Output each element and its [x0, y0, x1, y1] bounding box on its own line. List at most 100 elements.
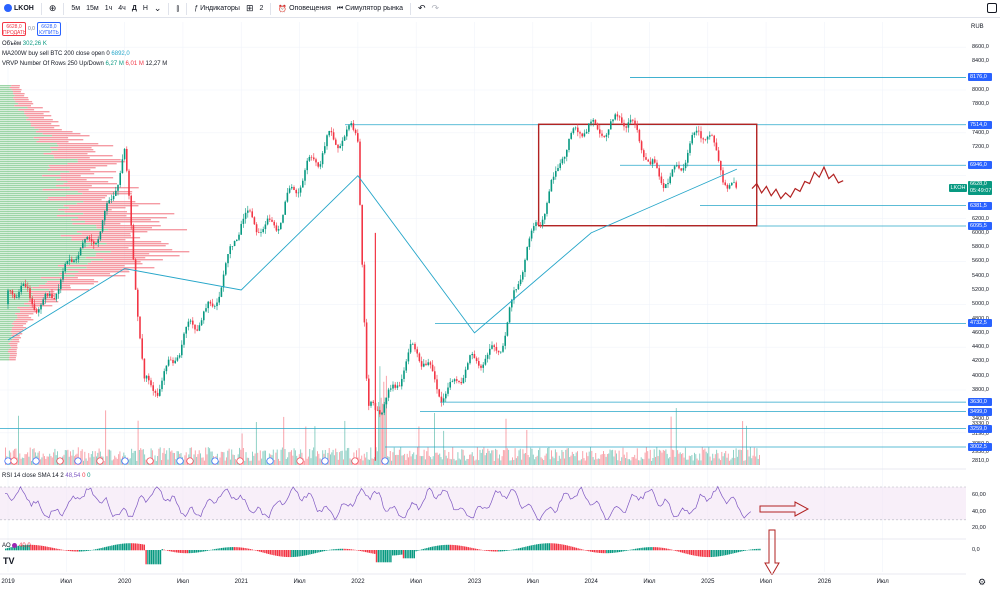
- volume-bar: [404, 453, 406, 465]
- volume-bar: [566, 448, 568, 465]
- vrvp-bar-down: [43, 153, 88, 155]
- buy-button[interactable]: 6628,0 КУПИТЬ: [36, 22, 61, 36]
- ao-bar: [748, 549, 750, 551]
- ma-legend[interactable]: MA200W buy sell BTC 200 close open 0 689…: [2, 49, 167, 59]
- volume-bar: [402, 455, 404, 465]
- time-tick: 2020: [117, 579, 132, 585]
- chevron-down-icon[interactable]: ⌄: [153, 3, 162, 13]
- volume-bar: [469, 454, 471, 465]
- ao-bar: [586, 550, 588, 551]
- alerts-button[interactable]: ⏰ Оповещения: [275, 1, 333, 17]
- interval-5m[interactable]: 5м: [71, 5, 81, 12]
- gear-icon[interactable]: ⚙: [978, 577, 987, 587]
- volume-bar: [77, 447, 79, 465]
- symbol-search-button[interactable]: LKOH: [14, 5, 34, 12]
- volume-bar: [696, 458, 698, 465]
- volume-bar: [63, 454, 65, 465]
- layout-icon[interactable]: [987, 3, 997, 13]
- ao-bar: [739, 550, 741, 552]
- volume-bar: [158, 448, 160, 465]
- sell-button[interactable]: 6628,0 ПРОДАТЬ: [2, 22, 26, 36]
- volume-bar: [518, 450, 520, 465]
- volume-bar: [320, 459, 322, 465]
- vrvp-bar-down: [11, 347, 18, 349]
- candle-body: [640, 141, 643, 151]
- candle-body: [258, 232, 260, 233]
- ao-bar: [428, 547, 430, 551]
- volume-bar: [430, 457, 432, 465]
- candle-body: [321, 153, 324, 165]
- volume-bar: [618, 450, 620, 465]
- vrvp-legend[interactable]: VRVP Number Of Rows 250 Up/Down 6,27 M 6…: [2, 59, 167, 69]
- volume-bar: [50, 455, 52, 465]
- ao-bar: [642, 547, 644, 551]
- volume-bar: [488, 450, 490, 465]
- interval-1h[interactable]: 1ч: [104, 5, 113, 12]
- candle-body: [392, 384, 394, 389]
- ao-bar: [215, 548, 217, 551]
- candle-body: [524, 259, 526, 273]
- volume-bar: [752, 455, 754, 465]
- volume-bar: [5, 447, 6, 465]
- volume-bar: [565, 449, 567, 465]
- candle-body: [29, 288, 31, 299]
- volume-bar: [157, 456, 159, 465]
- ao-bar: [5, 548, 7, 551]
- candle-body: [350, 123, 352, 126]
- add-symbol-icon[interactable]: ⊕: [48, 3, 57, 13]
- volume-bar: [31, 460, 32, 465]
- ao-bar: [75, 550, 77, 552]
- ao-legend[interactable]: AO 40,0: [2, 543, 31, 549]
- user-avatar-icon[interactable]: [4, 4, 12, 12]
- vrvp-bar-down: [84, 241, 162, 243]
- indicators-button[interactable]: ƒ Индикаторы: [191, 1, 243, 17]
- ao-bar: [37, 545, 39, 551]
- ao-bar: [125, 543, 127, 551]
- candle-body: [71, 259, 73, 263]
- ao-bar: [473, 548, 475, 551]
- rsi-legend[interactable]: RSI 14 close SMA 14 2 48,54 0 0: [2, 473, 90, 479]
- ao-bar: [462, 546, 464, 551]
- vrvp-bar-down: [63, 183, 118, 185]
- volume-bar: [558, 455, 560, 465]
- interval-15m[interactable]: 15м: [86, 5, 99, 12]
- redo-icon[interactable]: ↷: [431, 3, 440, 13]
- volume-bar: [383, 381, 385, 465]
- candle-body: [55, 293, 58, 300]
- range-rectangle: [537, 123, 758, 227]
- interval-day[interactable]: Д: [131, 5, 137, 12]
- replay-button[interactable]: ⏮ Симулятор рынка: [334, 1, 406, 17]
- candle-body: [170, 359, 172, 361]
- price-chart[interactable]: [0, 18, 966, 575]
- interval-4h[interactable]: 4ч: [118, 5, 126, 12]
- volume-bar: [443, 430, 445, 465]
- volume-bar: [642, 458, 643, 465]
- interval-week[interactable]: Н: [142, 5, 148, 12]
- vrvp-bar-up: [0, 155, 54, 157]
- vrvp-bar-down: [83, 213, 175, 215]
- volume-bar: [717, 453, 719, 465]
- vrvp-bar-up: [0, 247, 81, 249]
- volume-bar: [470, 454, 472, 465]
- volume-bar: [378, 402, 380, 465]
- volume-legend[interactable]: Объём 302,26 K: [2, 39, 167, 49]
- volume-bar: [604, 453, 606, 465]
- volume-bar: [175, 459, 177, 465]
- ao-bar: [701, 550, 703, 557]
- earnings-marker-icon: [321, 457, 329, 465]
- candle-body: [412, 343, 414, 345]
- candles-icon[interactable]: ⫾: [176, 3, 180, 13]
- candle-body: [240, 223, 242, 235]
- candle-body: [7, 290, 9, 305]
- ao-bar: [287, 550, 289, 558]
- price-tick: 8600,0: [972, 44, 989, 51]
- ao-bar: [190, 550, 192, 554]
- candle-body: [726, 184, 729, 189]
- ao-bar: [703, 550, 705, 557]
- candle-body: [123, 148, 126, 160]
- time-axis[interactable]: 2019 Июл 2020 Июл 2021 Июл 2022 Июл 2023 Июл 2024 И…: [0, 575, 966, 589]
- toolbar-divider: [186, 2, 188, 15]
- undo-icon[interactable]: ↶: [417, 3, 426, 13]
- vrvp-bar-up: [0, 317, 18, 319]
- templates-icon[interactable]: ⊞: [245, 3, 254, 13]
